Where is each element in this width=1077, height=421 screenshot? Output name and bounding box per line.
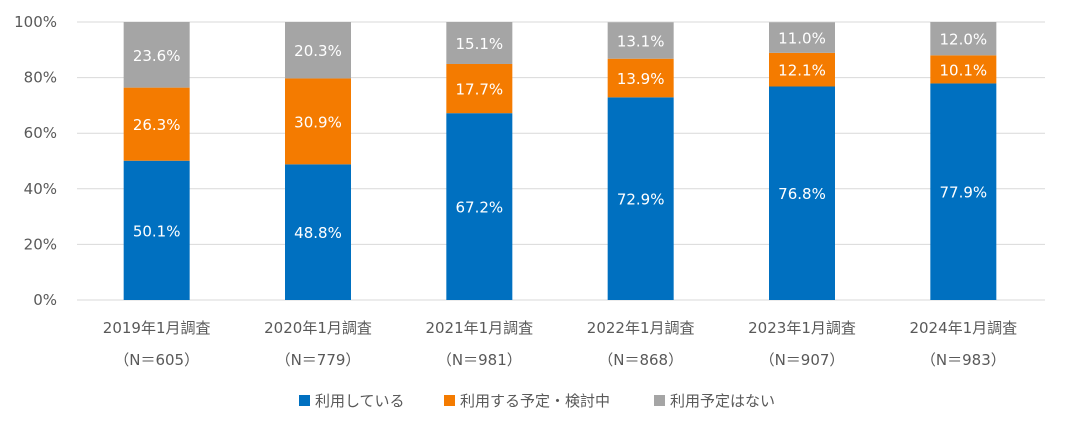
data-label: 48.8% — [294, 224, 342, 242]
x-category-label: 2019年1月調査 — [103, 319, 211, 337]
x-category-label: 2023年1月調査 — [748, 319, 856, 337]
data-label: 10.1% — [940, 61, 988, 79]
bar-segment — [446, 63, 513, 114]
bar-segment — [769, 52, 835, 87]
y-tick-label: 60% — [24, 124, 57, 142]
x-category-sample-size: （N＝779） — [276, 351, 361, 369]
data-label: 72.9% — [617, 191, 665, 209]
bar-segment — [930, 83, 997, 300]
y-tick-label: 40% — [24, 180, 57, 198]
x-category-label: 2021年1月調査 — [425, 319, 533, 337]
data-label: 11.0% — [778, 30, 826, 48]
data-label: 76.8% — [778, 185, 826, 203]
legend-swatch — [654, 395, 665, 406]
x-category-label: 2020年1月調査 — [264, 319, 372, 337]
legend-label: 利用している — [315, 392, 405, 410]
data-label: 30.9% — [294, 113, 342, 131]
x-category-sample-size: （N＝981） — [437, 351, 522, 369]
legend-swatch — [444, 395, 455, 406]
y-tick-label: 0% — [33, 291, 57, 309]
bar-segment — [769, 86, 835, 300]
x-category-sample-size: （N＝605） — [114, 351, 199, 369]
bar-segment — [285, 164, 351, 300]
data-label: 12.0% — [940, 31, 988, 49]
data-label: 13.1% — [617, 32, 665, 50]
bar-segment — [607, 58, 674, 98]
bar-segment — [607, 22, 674, 59]
bar-segment — [285, 22, 351, 79]
legend-label: 利用する予定・検討中 — [460, 392, 610, 410]
x-category-label: 2022年1月調査 — [587, 319, 695, 337]
bar-segment — [930, 55, 997, 84]
bar-segment — [123, 160, 190, 300]
x-category-sample-size: （N＝907） — [760, 351, 845, 369]
y-tick-label: 20% — [24, 235, 57, 253]
x-category-sample-size: （N＝983） — [921, 351, 1006, 369]
bar-segment — [446, 113, 513, 301]
y-tick-label: 100% — [14, 13, 57, 31]
data-label: 67.2% — [456, 199, 504, 217]
bar-segment — [607, 97, 674, 300]
bar-segment — [930, 22, 997, 56]
bar-segment — [123, 87, 190, 161]
data-label: 15.1% — [456, 35, 504, 53]
data-label: 12.1% — [778, 62, 826, 80]
bar-segment — [769, 22, 835, 53]
data-label: 77.9% — [940, 184, 988, 202]
x-category-sample-size: （N＝868） — [598, 351, 683, 369]
bar-segment — [123, 22, 190, 88]
data-label: 26.3% — [133, 116, 181, 134]
legend-label: 利用予定はない — [670, 392, 775, 410]
data-label: 13.9% — [617, 70, 665, 88]
legend-swatch — [299, 395, 310, 406]
data-label: 50.1% — [133, 222, 181, 240]
data-label: 17.7% — [456, 81, 504, 99]
data-label: 23.6% — [133, 47, 181, 65]
bar-segment — [446, 22, 513, 64]
y-tick-label: 80% — [24, 69, 57, 87]
x-category-label: 2024年1月調査 — [909, 319, 1017, 337]
data-label: 20.3% — [294, 42, 342, 60]
bar-segment — [285, 78, 351, 165]
